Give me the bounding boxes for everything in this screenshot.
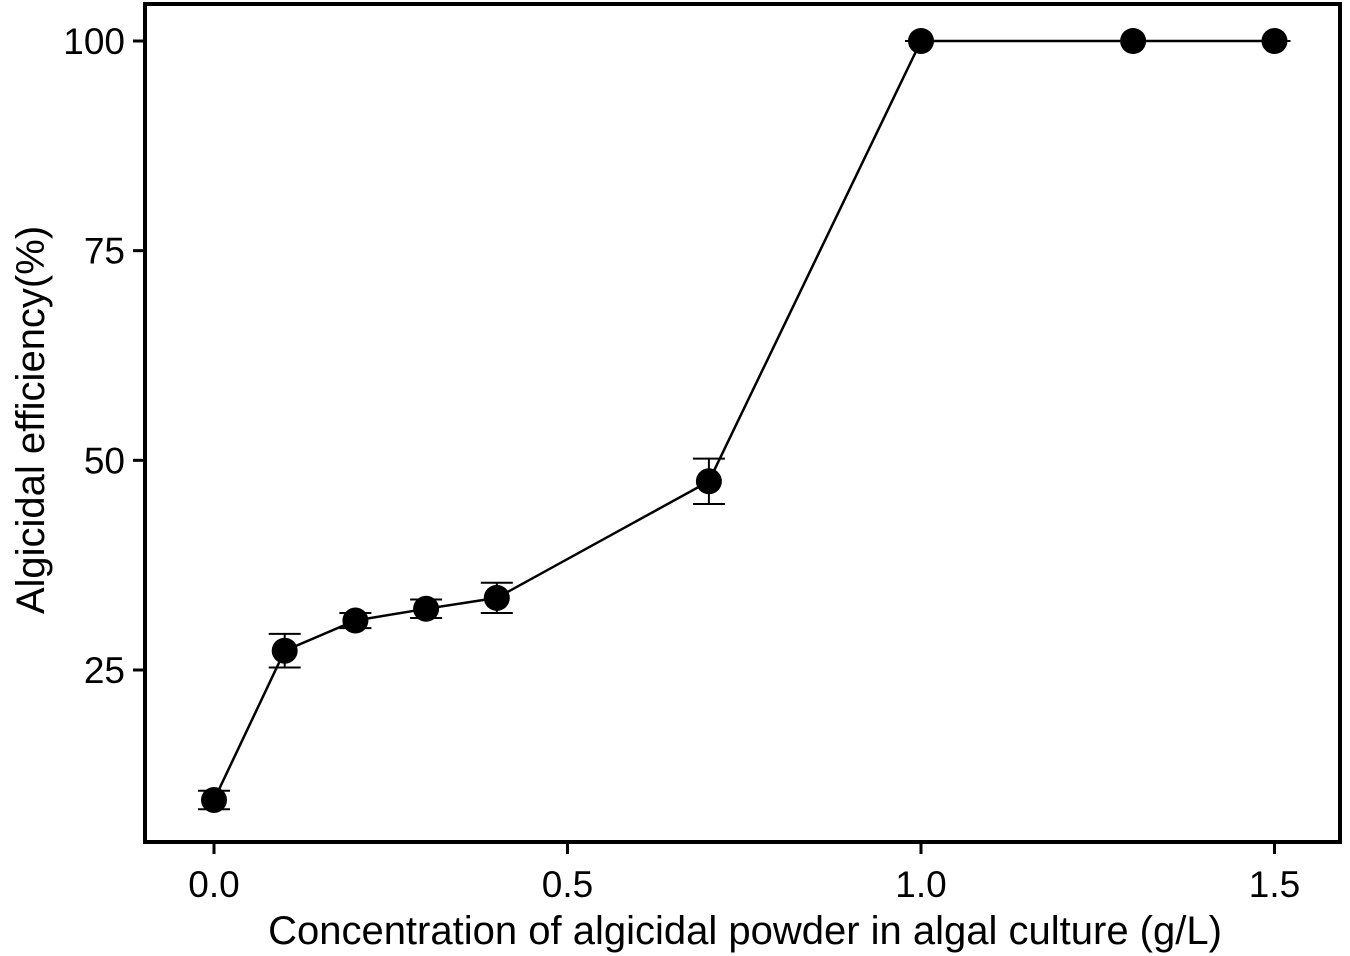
plot-frame xyxy=(143,2,1342,844)
series-line xyxy=(212,39,1275,801)
x-axis: 0.0 0.5 1.0 1.5 xyxy=(188,842,1300,905)
x-tick-label: 0.0 xyxy=(188,864,239,905)
data-point xyxy=(908,28,934,54)
data-point xyxy=(413,595,440,622)
y-axis: 25 50 75 100 xyxy=(63,21,145,691)
data-point xyxy=(1261,28,1288,54)
y-tick-label: 75 xyxy=(84,231,125,272)
x-tick-label: 1.0 xyxy=(895,864,946,905)
data-point xyxy=(201,786,227,813)
x-tick-label: 1.5 xyxy=(1249,864,1300,905)
y-tick-label: 25 xyxy=(84,650,125,691)
data-point xyxy=(1120,28,1147,54)
y-tick-label: 100 xyxy=(63,21,125,62)
y-tick-label: 50 xyxy=(84,440,125,481)
data-point xyxy=(483,584,510,611)
x-tick-label: 0.5 xyxy=(542,864,593,905)
data-point xyxy=(695,468,722,495)
x-axis-label: Concentration of algicidal powder in alg… xyxy=(268,909,1222,953)
y-axis-label: Algicidal efficiency(%) xyxy=(9,226,53,614)
series-layer xyxy=(198,28,1291,813)
data-point xyxy=(271,637,298,664)
data-point xyxy=(342,607,369,634)
